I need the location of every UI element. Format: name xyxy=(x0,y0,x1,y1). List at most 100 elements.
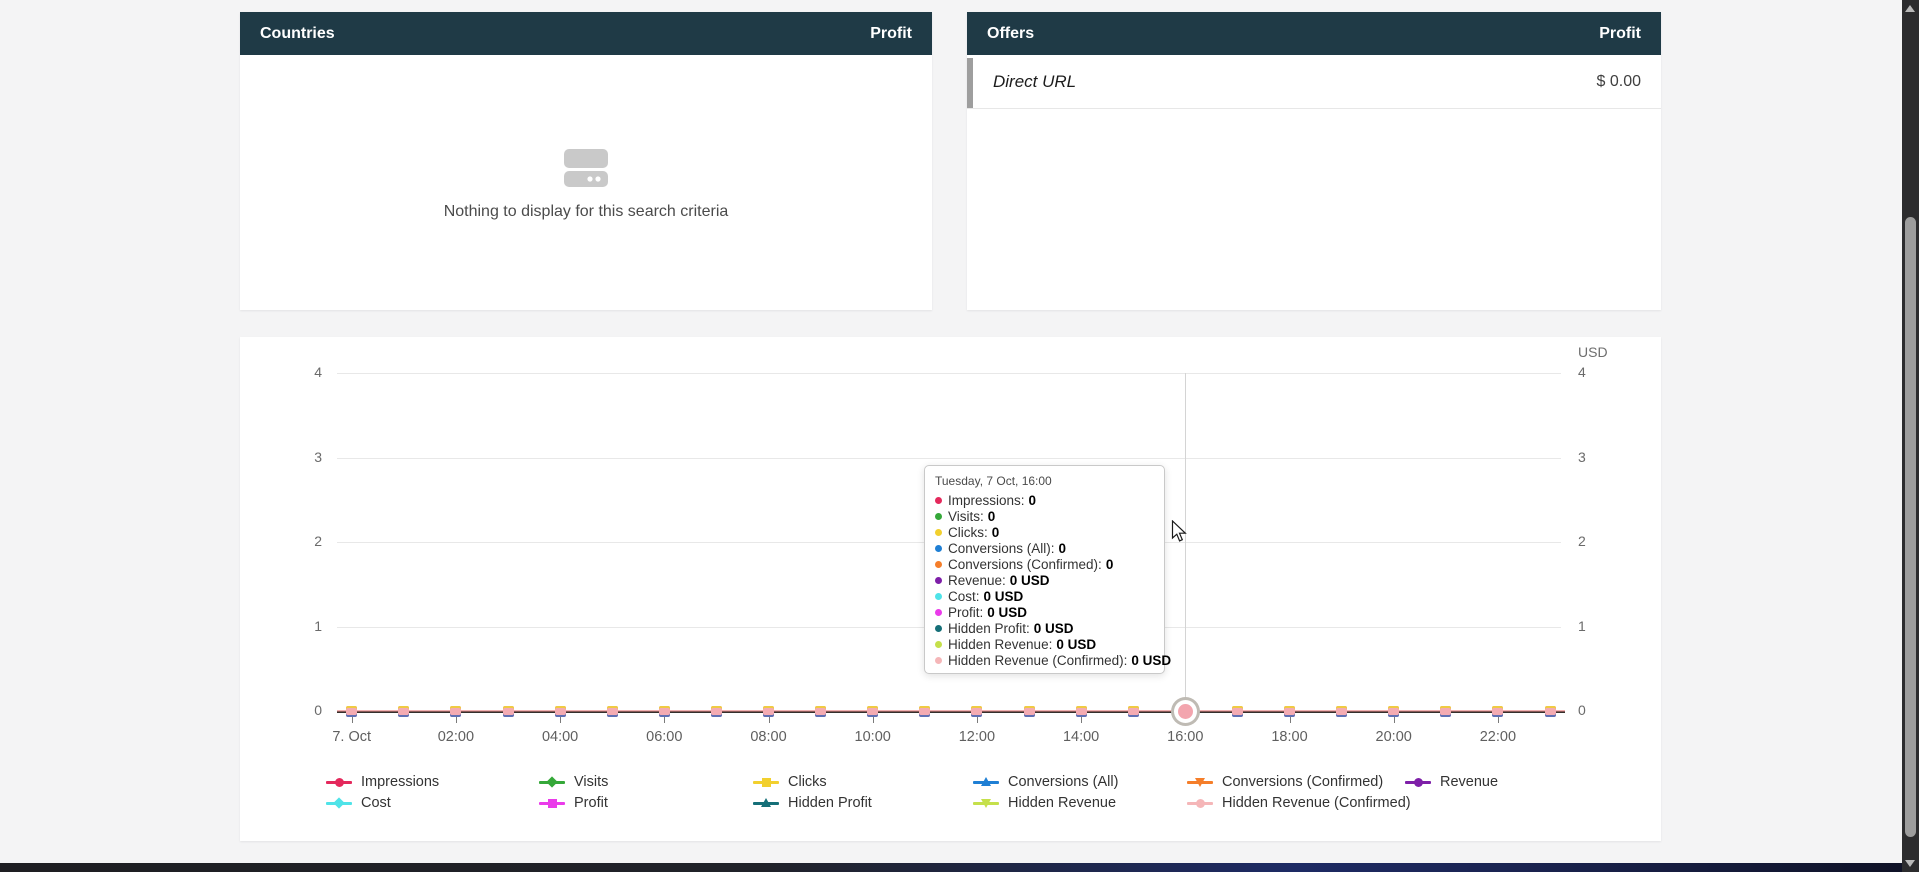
offer-profit-value: $ 0.00 xyxy=(1596,72,1641,90)
legend-item-visits[interactable]: Visits xyxy=(539,774,608,790)
legend-shape xyxy=(760,798,771,807)
tooltip-item-label: Hidden Revenue (Confirmed): xyxy=(948,652,1128,668)
x-axis-tick xyxy=(768,714,770,723)
legend-item-revenue[interactable]: Revenue xyxy=(1405,774,1498,790)
legend-shape xyxy=(546,776,558,788)
data-point[interactable] xyxy=(658,705,670,717)
legend-label: Hidden Revenue (Confirmed) xyxy=(1222,795,1411,811)
legend-item-cost[interactable]: Cost xyxy=(326,795,391,811)
y-axis-label-right: 2 xyxy=(1578,533,1586,550)
offer-row-direct-url[interactable]: Direct URL $ 0.00 xyxy=(967,55,1661,109)
legend-item-conversions-all[interactable]: Conversions (All) xyxy=(973,774,1118,790)
triangle-up-marker-icon xyxy=(973,774,999,790)
tooltip-item-conversions-confirmed: Conversions (Confirmed): 0 xyxy=(935,556,1154,572)
tooltip-title: Tuesday, 7 Oct, 16:00 xyxy=(935,474,1052,488)
legend-shape xyxy=(1194,778,1205,787)
tooltip-item-label: Cost: xyxy=(948,588,980,604)
triangle-up-marker-icon xyxy=(753,795,779,811)
legend-item-hidden-revenue-confirmed[interactable]: Hidden Revenue (Confirmed) xyxy=(1187,795,1411,811)
x-axis-tick xyxy=(664,714,666,723)
data-point[interactable] xyxy=(346,705,358,717)
data-point[interactable] xyxy=(398,705,410,717)
data-point[interactable] xyxy=(815,705,827,717)
square-marker-icon xyxy=(539,795,565,811)
y-axis-label-left: 0 xyxy=(314,702,322,719)
y-axis-label-right: 1 xyxy=(1578,617,1586,634)
tooltip-item-value: 0 xyxy=(1028,492,1037,508)
diamond-marker-icon xyxy=(539,774,565,790)
tooltip-item-label: Profit: xyxy=(948,604,984,620)
x-axis-label: 7. Oct xyxy=(332,729,372,745)
legend-label: Visits xyxy=(574,774,609,790)
legend-item-hidden-revenue[interactable]: Hidden Revenue xyxy=(973,795,1116,811)
data-point[interactable] xyxy=(1284,705,1295,717)
tooltip-item-profit: Profit: 0 USD xyxy=(935,604,1154,620)
data-point[interactable] xyxy=(1023,705,1035,717)
x-axis-tick xyxy=(1081,714,1083,723)
chart-tooltip: Tuesday, 7 Oct, 16:00 Impressions: 0 Visit… xyxy=(924,465,1171,674)
data-point[interactable] xyxy=(1127,705,1139,717)
tooltip-item-value: 0 USD xyxy=(1131,652,1172,668)
circle-marker-icon xyxy=(1187,795,1213,811)
data-point[interactable] xyxy=(554,705,566,717)
active-data-point[interactable] xyxy=(1177,703,1193,719)
data-point[interactable] xyxy=(1336,705,1348,717)
data-point[interactable] xyxy=(606,705,618,717)
y-axis-label-left: 4 xyxy=(314,364,322,381)
data-point[interactable] xyxy=(1075,705,1087,717)
legend-item-profit[interactable]: Profit xyxy=(539,795,608,811)
legend-label: Hidden Revenue xyxy=(1008,795,1117,811)
scrollbar-thumb[interactable] xyxy=(1905,217,1916,837)
chart-unit-label: USD xyxy=(1578,344,1608,360)
offers-panel-title: Offers xyxy=(987,24,1035,42)
data-point[interactable] xyxy=(1231,705,1243,717)
legend-item-clicks[interactable]: Clicks xyxy=(753,774,827,790)
data-point[interactable] xyxy=(867,705,879,717)
legend-label: Revenue xyxy=(1440,774,1499,790)
offer-name[interactable]: Direct URL xyxy=(993,71,1077,91)
data-point[interactable] xyxy=(1544,705,1556,717)
tooltip-item-label: Revenue: xyxy=(948,572,1006,588)
x-axis-tick xyxy=(1393,714,1395,723)
countries-panel: Countries Profit Nothing to display for … xyxy=(240,12,932,310)
data-point[interactable] xyxy=(450,705,462,717)
chart-panel: USD 4 4 3 3 2 2 1 1 0 0 7. Oct 02:00 04:00 06:00 08:00… xyxy=(240,337,1661,841)
data-point[interactable] xyxy=(919,705,931,717)
series-zero-line xyxy=(337,709,1565,713)
tooltip-item-hidden-profit: Hidden Profit: 0 USD xyxy=(935,620,1154,636)
tooltip-item-label: Hidden Revenue: xyxy=(948,636,1053,652)
data-point[interactable] xyxy=(1388,705,1400,717)
countries-panel-title: Countries xyxy=(260,24,335,42)
data-point[interactable] xyxy=(971,705,983,717)
tooltip-item-value: 0 USD xyxy=(983,588,1024,604)
profit-dot-icon xyxy=(935,608,942,616)
legend-item-conversions-confirmed[interactable]: Conversions (Confirmed) xyxy=(1187,774,1383,790)
data-point[interactable] xyxy=(1492,705,1504,717)
tooltip-item-value: 0 USD xyxy=(1056,636,1097,652)
legend-item-hidden-profit[interactable]: Hidden Profit xyxy=(753,795,872,811)
bottom-edge-bar xyxy=(0,863,1902,872)
data-point[interactable] xyxy=(1440,705,1452,717)
countries-metric-label: Profit xyxy=(870,24,912,42)
legend-label: Conversions (Confirmed) xyxy=(1222,774,1384,790)
y-axis-label-left: 2 xyxy=(314,533,322,550)
legend-shape xyxy=(333,797,345,809)
triangle-down-marker-icon xyxy=(973,795,999,811)
legend-item-impressions[interactable]: Impressions xyxy=(326,774,439,790)
scrollbar-up-icon[interactable] xyxy=(1905,5,1915,12)
x-axis-tick xyxy=(455,714,457,723)
tooltip-item-value: 0 USD xyxy=(1033,620,1074,636)
offers-panel: Offers Profit Direct URL $ 0.00 xyxy=(967,12,1661,310)
clicks-dot-icon xyxy=(935,528,942,536)
empty-data-icon xyxy=(564,148,608,187)
scrollbar-down-icon[interactable] xyxy=(1905,860,1915,867)
x-axis-label: 10:00 xyxy=(854,729,891,745)
data-point[interactable] xyxy=(763,705,774,717)
conversions-all-dot-icon xyxy=(935,544,942,552)
offers-list-scrollbar[interactable] xyxy=(967,58,973,108)
data-point[interactable] xyxy=(502,705,514,717)
x-axis-tick xyxy=(351,714,353,723)
circle-marker-icon xyxy=(1405,774,1431,790)
data-point[interactable] xyxy=(710,705,722,717)
vertical-scrollbar[interactable] xyxy=(1902,0,1919,872)
